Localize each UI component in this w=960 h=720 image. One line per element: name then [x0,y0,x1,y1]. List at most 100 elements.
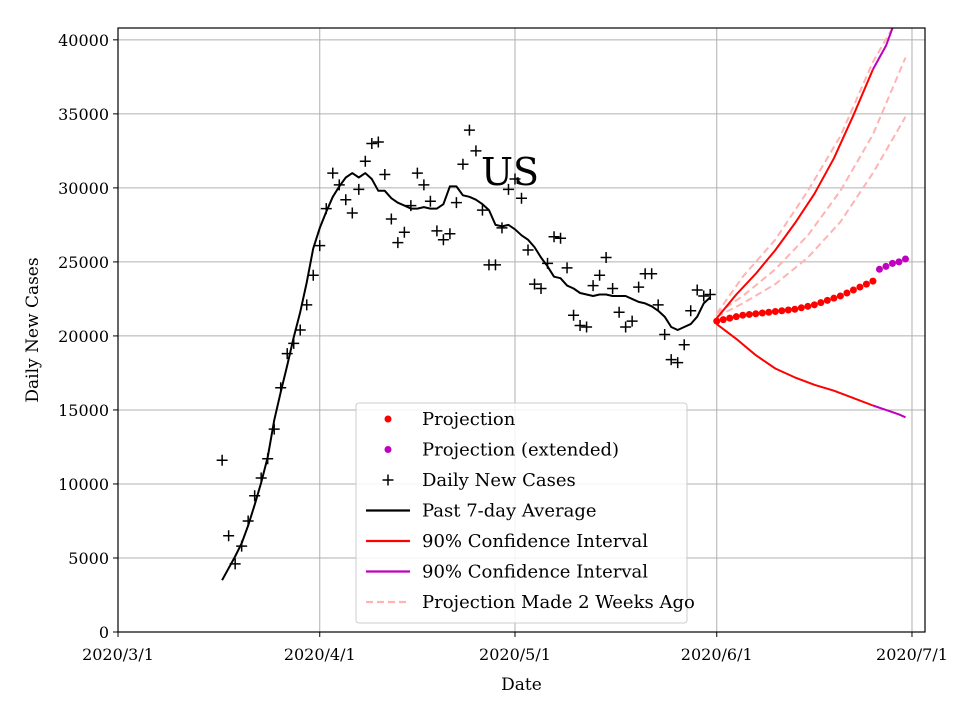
series-projection-point [862,280,870,288]
daily-cases-point [255,472,267,484]
series-projection-point [804,302,812,310]
daily-cases-point [294,324,306,336]
daily-cases-point [223,530,235,542]
y-tick-label: 25000 [58,253,109,272]
axis-ticks: 2020/3/1 2020/4/1 2020/5/1 2020/6/1 2020/7/1… [58,31,948,664]
legend-label: Projection (extended) [422,440,619,461]
daily-cases-point [320,203,332,215]
series-projection-point [771,307,779,315]
x-tick-label: 2020/6/1 [681,645,753,664]
daily-cases-point [502,183,514,195]
daily-cases-point [548,231,560,243]
daily-cases-point [236,540,248,552]
series-projection-extended-point [882,262,890,270]
daily-cases-point [288,337,300,349]
legend-handle [382,474,394,486]
daily-cases-point [568,309,580,321]
daily-cases-point [379,169,391,181]
series-projection-extended-point [875,265,883,273]
x-tick-label: 2020/7/1 [876,645,948,664]
daily-cases-point [672,357,684,369]
series-90-confidence-interval-line [715,69,874,319]
daily-cases-point [385,213,397,225]
series-projection-point [791,305,799,313]
daily-cases-point [437,234,449,246]
daily-cases-point [587,280,599,292]
series-projection-point [784,306,792,314]
legend-label: Projection [422,409,516,430]
daily-cases-point [633,281,645,293]
daily-cases-point [398,226,410,238]
legend-handle [384,415,392,423]
daily-cases-point [268,423,280,435]
daily-cases-point [346,207,358,219]
series-projection-point [758,309,766,317]
daily-cases-point [450,197,462,209]
series-projection-point [843,289,851,297]
daily-cases-point [457,158,469,170]
daily-cases-point [392,237,404,249]
legend-handle [384,446,392,453]
daily-cases-point [620,321,632,333]
daily-cases-point [229,558,241,570]
daily-cases-point [574,320,586,332]
daily-cases-point [496,222,508,234]
daily-cases-point [516,192,527,204]
series-projection-point [778,307,786,315]
daily-cases-point [594,269,606,281]
daily-cases-point [301,299,313,311]
series-projection-point [797,304,805,312]
legend-label: Projection Made 2 Weeks Ago [422,592,695,613]
series-projection-extended-point [888,259,896,267]
y-tick-label: 10000 [58,475,109,494]
daily-cases-point [542,257,554,269]
series-90-confidence-interval-line [872,404,906,419]
series-projection-extended-point [895,258,903,266]
x-tick-label: 2020/5/1 [479,645,551,664]
daily-cases-point [626,315,638,327]
daily-cases-point [652,299,664,311]
daily-cases-point [249,490,261,502]
daily-cases-point [463,124,475,136]
series-90-confidence-interval-line [872,28,894,70]
y-axis-label: Daily New Cases [23,257,43,402]
daily-cases-point [659,328,671,340]
y-tick-label: 5000 [68,549,109,568]
daily-cases-point [262,453,274,465]
series-layer [216,28,909,581]
series-projection-point [830,294,838,302]
daily-cases-point [405,200,417,212]
daily-cases-point [275,382,287,394]
daily-cases-point [340,194,352,206]
daily-cases-point [704,288,716,300]
daily-cases-point [418,179,430,191]
daily-cases-point [555,232,567,244]
x-axis-label: Date [501,675,542,695]
daily-cases-point [691,284,703,296]
series-projection-point [823,296,831,304]
daily-cases-point [216,454,228,466]
y-tick-label: 35000 [58,105,109,124]
series-projection-point [726,314,734,322]
x-tick-label: 2020/4/1 [284,645,356,664]
series-projection-point [719,316,727,324]
daily-cases-point [665,354,677,366]
x-tick-label: 2020/3/1 [82,645,154,664]
daily-cases-point [561,262,573,274]
series-projection-point [869,277,877,285]
legend-label: Past 7-day Average [422,501,597,522]
daily-cases-point [600,251,612,263]
daily-cases-point [607,283,619,295]
plot-frame [117,27,926,633]
daily-cases-point [307,269,319,281]
y-tick-label: 30000 [58,179,109,198]
daily-cases-point [489,259,501,271]
daily-cases-point [581,321,593,333]
series-projection-point [745,310,753,318]
daily-cases-point [359,155,371,167]
series-past-7-day-average-line [221,172,711,581]
daily-cases-point [529,278,541,290]
y-tick-label: 15000 [58,401,109,420]
daily-cases-point [333,179,345,191]
